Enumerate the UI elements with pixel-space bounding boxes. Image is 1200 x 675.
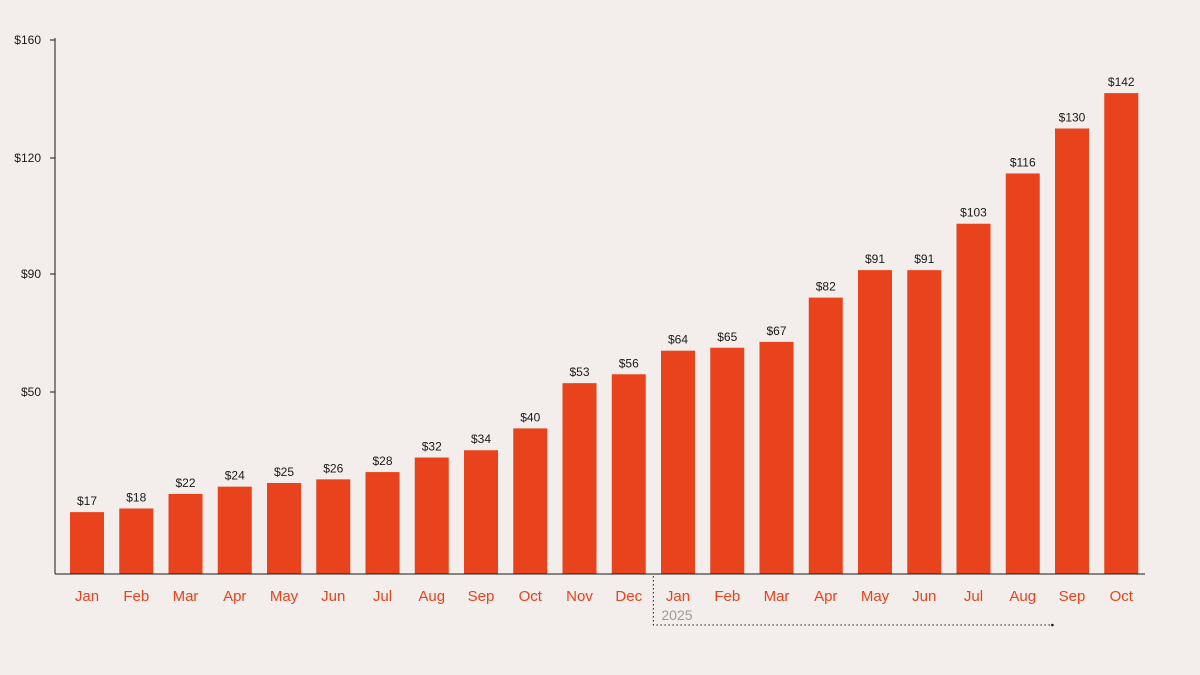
x-tick-label: Jun bbox=[912, 588, 936, 605]
bar-value-labels: $17 $18 $22 $24 $25 $26 $28 $32 $34 $40 $53 $56 $64 $… bbox=[77, 75, 1135, 508]
bar bbox=[365, 472, 400, 574]
bar bbox=[464, 450, 498, 574]
y-tick-label: $120 bbox=[14, 151, 41, 165]
bars bbox=[70, 93, 1139, 574]
bar bbox=[513, 428, 548, 574]
bar bbox=[661, 350, 695, 574]
bar-value-label: $64 bbox=[668, 333, 688, 347]
x-tick-label: Aug bbox=[1009, 588, 1036, 605]
bar-value-label: $40 bbox=[520, 410, 540, 424]
bar-value-label: $26 bbox=[323, 461, 343, 475]
bar-value-label: $28 bbox=[372, 454, 392, 468]
x-tick-label: Apr bbox=[223, 588, 246, 605]
bar bbox=[70, 512, 104, 574]
annotation-end-dot bbox=[1051, 623, 1054, 627]
annotation-bracket bbox=[652, 576, 1053, 626]
bar-value-label: $53 bbox=[569, 365, 589, 379]
bar bbox=[119, 508, 154, 574]
bar-value-label: $116 bbox=[1010, 155, 1036, 169]
x-tick-label: Sep bbox=[468, 588, 495, 605]
x-tick-label: Sep bbox=[1059, 588, 1086, 605]
x-tick-label: Jan bbox=[666, 588, 690, 605]
x-tick-label: Apr bbox=[814, 588, 837, 605]
annotation-label: 2025 bbox=[661, 607, 692, 623]
bar bbox=[217, 486, 252, 574]
x-tick-label: May bbox=[861, 588, 890, 605]
year-annotation: 2025 bbox=[652, 576, 1054, 627]
y-tick-label: $160 bbox=[14, 33, 41, 47]
y-axis: $50 $90 $120 $160 bbox=[14, 33, 56, 574]
x-tick-label: Mar bbox=[173, 588, 199, 605]
x-tick-label: Aug bbox=[418, 588, 445, 605]
y-tick-label: $90 bbox=[21, 267, 41, 281]
bar bbox=[759, 341, 794, 574]
bar-value-label: $18 bbox=[126, 490, 146, 504]
x-tick-label: May bbox=[270, 588, 299, 605]
x-tick-label: Oct bbox=[519, 588, 543, 605]
bar-value-label: $56 bbox=[619, 356, 639, 370]
bar bbox=[858, 270, 892, 574]
bar bbox=[267, 483, 301, 574]
bar bbox=[907, 270, 942, 574]
y-tick-label: $50 bbox=[21, 385, 41, 399]
bar-value-label: $130 bbox=[1059, 111, 1086, 125]
bar-value-label: $103 bbox=[960, 206, 987, 220]
x-tick-label: Feb bbox=[123, 588, 149, 605]
bar bbox=[611, 374, 646, 574]
bar-value-label: $24 bbox=[225, 469, 245, 483]
x-axis: Jan Feb Mar Apr May Jun Jul Aug Sep Oct Nov Dec Jan F… bbox=[55, 573, 1145, 605]
x-tick-label: Jul bbox=[373, 588, 392, 605]
bar-value-label: $91 bbox=[865, 252, 885, 266]
x-tick-label: Nov bbox=[566, 588, 593, 605]
bar-value-label: $34 bbox=[471, 432, 491, 446]
bar-value-label: $142 bbox=[1108, 75, 1135, 89]
bar bbox=[710, 347, 745, 574]
x-tick-label: Dec bbox=[615, 588, 642, 605]
bar-value-label: $25 bbox=[274, 465, 294, 479]
bar bbox=[808, 297, 843, 574]
x-tick-label: Jan bbox=[75, 588, 99, 605]
bar-value-label: $65 bbox=[717, 330, 737, 344]
bar bbox=[1104, 93, 1139, 574]
x-tick-label: Jul bbox=[964, 588, 983, 605]
bar bbox=[956, 223, 991, 574]
x-tick-label: Jun bbox=[321, 588, 345, 605]
x-tick-label: Oct bbox=[1110, 588, 1134, 605]
bar-value-label: $82 bbox=[816, 280, 836, 294]
bar bbox=[414, 457, 449, 574]
bar-value-label: $17 bbox=[77, 494, 97, 508]
bar-value-label: $67 bbox=[766, 324, 786, 338]
bar bbox=[1055, 128, 1089, 574]
x-tick-label: Mar bbox=[764, 588, 790, 605]
bar bbox=[168, 493, 203, 574]
bar bbox=[562, 383, 597, 574]
bar-value-label: $91 bbox=[914, 252, 934, 266]
x-tick-label: Feb bbox=[714, 588, 740, 605]
bar-value-label: $22 bbox=[175, 476, 195, 490]
bar bbox=[1005, 173, 1040, 574]
bar bbox=[316, 479, 351, 574]
bar-value-label: $32 bbox=[422, 440, 442, 454]
